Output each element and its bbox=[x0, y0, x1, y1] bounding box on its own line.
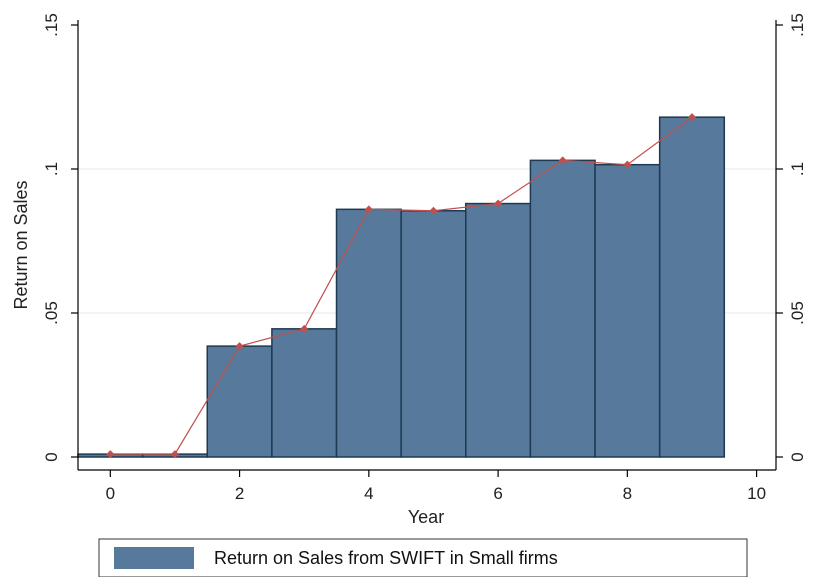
trend-line bbox=[106, 113, 696, 459]
data-point bbox=[364, 205, 373, 214]
data-point bbox=[494, 199, 503, 208]
x-axis-title: Year bbox=[408, 507, 444, 527]
y-tick-label-right: .1 bbox=[788, 162, 807, 176]
x-tick-label: 4 bbox=[364, 484, 373, 503]
axes: 0 0 .05 .05 .1 .1 .15 .15 0 2 4 6 8 10 bbox=[42, 13, 807, 503]
x-tick-label: 0 bbox=[106, 484, 115, 503]
legend-swatch bbox=[114, 547, 194, 569]
legend-label: Return on Sales from SWIFT in Small firm… bbox=[214, 548, 558, 568]
x-tick-label: 6 bbox=[493, 484, 502, 503]
y-axis-title: Return on Sales bbox=[11, 180, 31, 309]
y-tick-label-right: .05 bbox=[788, 301, 807, 325]
bar bbox=[271, 328, 338, 458]
x-tick-label: 2 bbox=[235, 484, 244, 503]
bar bbox=[594, 163, 661, 458]
legend: Return on Sales from SWIFT in Small firm… bbox=[98, 538, 748, 577]
x-tick-label: 8 bbox=[623, 484, 632, 503]
data-point bbox=[300, 324, 309, 333]
x-tick-label: 10 bbox=[747, 484, 766, 503]
bar bbox=[465, 202, 532, 458]
data-point bbox=[429, 206, 438, 215]
bar bbox=[400, 210, 467, 458]
y-tick-label-left: .15 bbox=[42, 13, 61, 37]
legend-box bbox=[98, 538, 748, 577]
bar bbox=[206, 345, 273, 458]
y-tick-label-left: 0 bbox=[42, 452, 61, 461]
y-tick-label-right: 0 bbox=[788, 452, 807, 461]
trend-line-path bbox=[110, 116, 693, 455]
y-tick-label-right: .15 bbox=[788, 13, 807, 37]
data-point bbox=[170, 450, 179, 459]
data-point bbox=[687, 113, 696, 122]
bars bbox=[77, 116, 726, 458]
bar bbox=[335, 208, 402, 458]
y-tick-label-left: .05 bbox=[42, 301, 61, 325]
y-tick-label-left: .1 bbox=[42, 162, 61, 176]
data-point bbox=[623, 160, 632, 169]
data-point bbox=[235, 342, 244, 351]
data-point bbox=[558, 156, 567, 165]
bar bbox=[529, 159, 596, 458]
bar bbox=[658, 116, 726, 458]
data-point bbox=[106, 450, 115, 459]
